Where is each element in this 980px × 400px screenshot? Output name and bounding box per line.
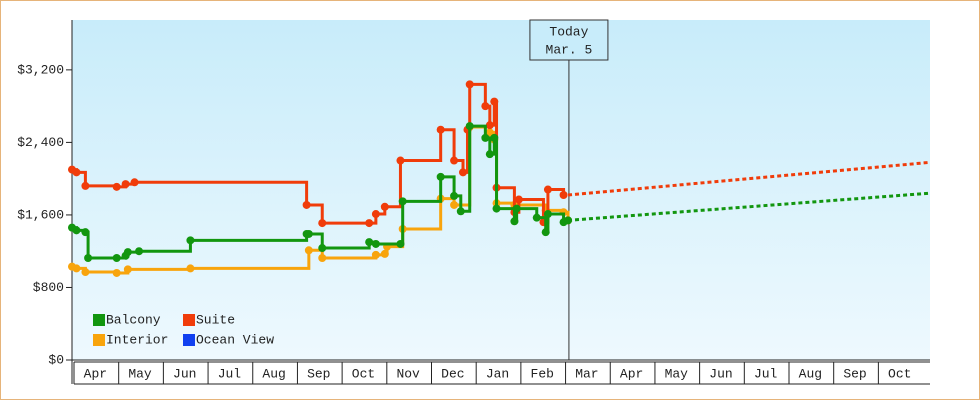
price-point — [559, 190, 568, 199]
price-point — [465, 80, 474, 89]
price-point — [380, 249, 389, 258]
price-point — [456, 207, 465, 216]
price-point — [396, 156, 405, 165]
x-tick-label: Jun — [173, 366, 196, 381]
today-date: Mar. 5 — [546, 42, 593, 57]
price-point — [564, 216, 573, 225]
price-point — [371, 250, 380, 259]
x-tick-label: Oct — [888, 366, 911, 381]
price-point — [84, 254, 93, 262]
price-point — [481, 102, 490, 111]
price-point — [318, 244, 327, 253]
price-point — [436, 125, 445, 134]
y-tick-label: $800 — [33, 280, 64, 295]
price-point — [121, 180, 130, 189]
price-point — [532, 213, 541, 222]
forecast-line — [567, 160, 931, 197]
x-tick-label: Apr — [620, 366, 643, 381]
price-point — [304, 246, 313, 255]
price-point — [72, 264, 81, 273]
y-tick-label: $3,200 — [17, 62, 64, 77]
price-point — [490, 97, 499, 106]
legend-label: Suite — [196, 312, 235, 327]
x-tick-label: Sep — [843, 366, 866, 381]
legend-label: Interior — [106, 332, 168, 347]
y-tick-label: $1,600 — [17, 207, 64, 222]
x-tick-label: Nov — [396, 366, 420, 381]
forecast-line — [567, 191, 931, 222]
price-point — [135, 247, 144, 256]
price-point — [123, 265, 132, 274]
price-point — [112, 182, 121, 191]
price-point — [371, 210, 380, 219]
price-point — [186, 236, 195, 245]
x-tick-label: Jan — [486, 366, 509, 381]
price-point — [459, 168, 468, 177]
price-point — [543, 210, 552, 219]
price-point — [436, 172, 445, 181]
legend-swatch — [93, 314, 105, 326]
price-point — [512, 204, 521, 213]
x-tick-label: Feb — [531, 366, 554, 381]
price-point — [485, 128, 494, 137]
x-tick-label: Mar — [575, 366, 598, 381]
price-point — [302, 200, 311, 209]
x-tick-label: Jul — [754, 366, 778, 381]
price-point — [485, 150, 494, 159]
plot-area — [72, 20, 930, 360]
price-point — [543, 185, 552, 194]
price-point — [450, 200, 459, 209]
price-point — [318, 254, 327, 262]
price-point — [112, 268, 121, 277]
price-point — [450, 191, 459, 200]
price-point — [490, 133, 499, 142]
price-point — [492, 204, 501, 213]
x-tick-label: Oct — [352, 366, 375, 381]
price-point — [112, 254, 121, 262]
price-point — [123, 248, 132, 257]
price-point — [541, 228, 550, 237]
x-tick-label: Dec — [441, 366, 464, 381]
price-point — [514, 195, 523, 204]
today-box — [529, 19, 609, 61]
y-tick-label: $0 — [48, 352, 64, 367]
price-point — [365, 219, 374, 228]
price-point — [72, 226, 81, 235]
price-point — [81, 228, 90, 237]
legend-swatch — [183, 334, 195, 346]
price-point — [371, 239, 380, 248]
price-point — [81, 268, 90, 277]
x-tick-label: Apr — [84, 366, 107, 381]
price-point — [304, 229, 313, 238]
price-point — [130, 178, 139, 187]
x-tick-label: Jul — [218, 366, 242, 381]
price-point — [380, 202, 389, 211]
price-point — [81, 181, 90, 190]
price-point — [398, 197, 407, 206]
price-point — [510, 217, 519, 226]
legend-label: Balcony — [106, 312, 161, 327]
legend-label: Ocean View — [196, 332, 274, 347]
x-tick-label: Aug — [262, 366, 285, 381]
x-tick-label: Aug — [799, 366, 822, 381]
legend-swatch — [183, 314, 195, 326]
x-tick-label: May — [665, 366, 689, 381]
legend-swatch — [93, 334, 105, 346]
price-point — [318, 219, 327, 228]
today-label: Today — [549, 24, 588, 39]
x-tick-label: May — [128, 366, 152, 381]
x-tick-label: Sep — [307, 366, 330, 381]
price-point — [485, 121, 494, 130]
price-point — [186, 264, 195, 273]
x-tick-label: Jun — [709, 366, 732, 381]
y-tick-label: $2,400 — [17, 135, 64, 150]
price-point — [396, 239, 405, 248]
price-point — [465, 122, 474, 131]
price-point — [450, 156, 459, 165]
price-point — [481, 133, 490, 142]
price-point — [72, 168, 81, 177]
price-point — [365, 238, 374, 247]
